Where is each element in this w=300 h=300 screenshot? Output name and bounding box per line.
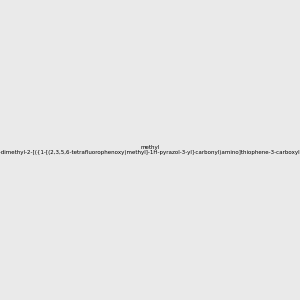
Text: methyl 4,5-dimethyl-2-[({1-[(2,3,5,6-tetrafluorophenoxy)methyl]-1H-pyrazol-3-yl}: methyl 4,5-dimethyl-2-[({1-[(2,3,5,6-tet… (0, 145, 300, 155)
